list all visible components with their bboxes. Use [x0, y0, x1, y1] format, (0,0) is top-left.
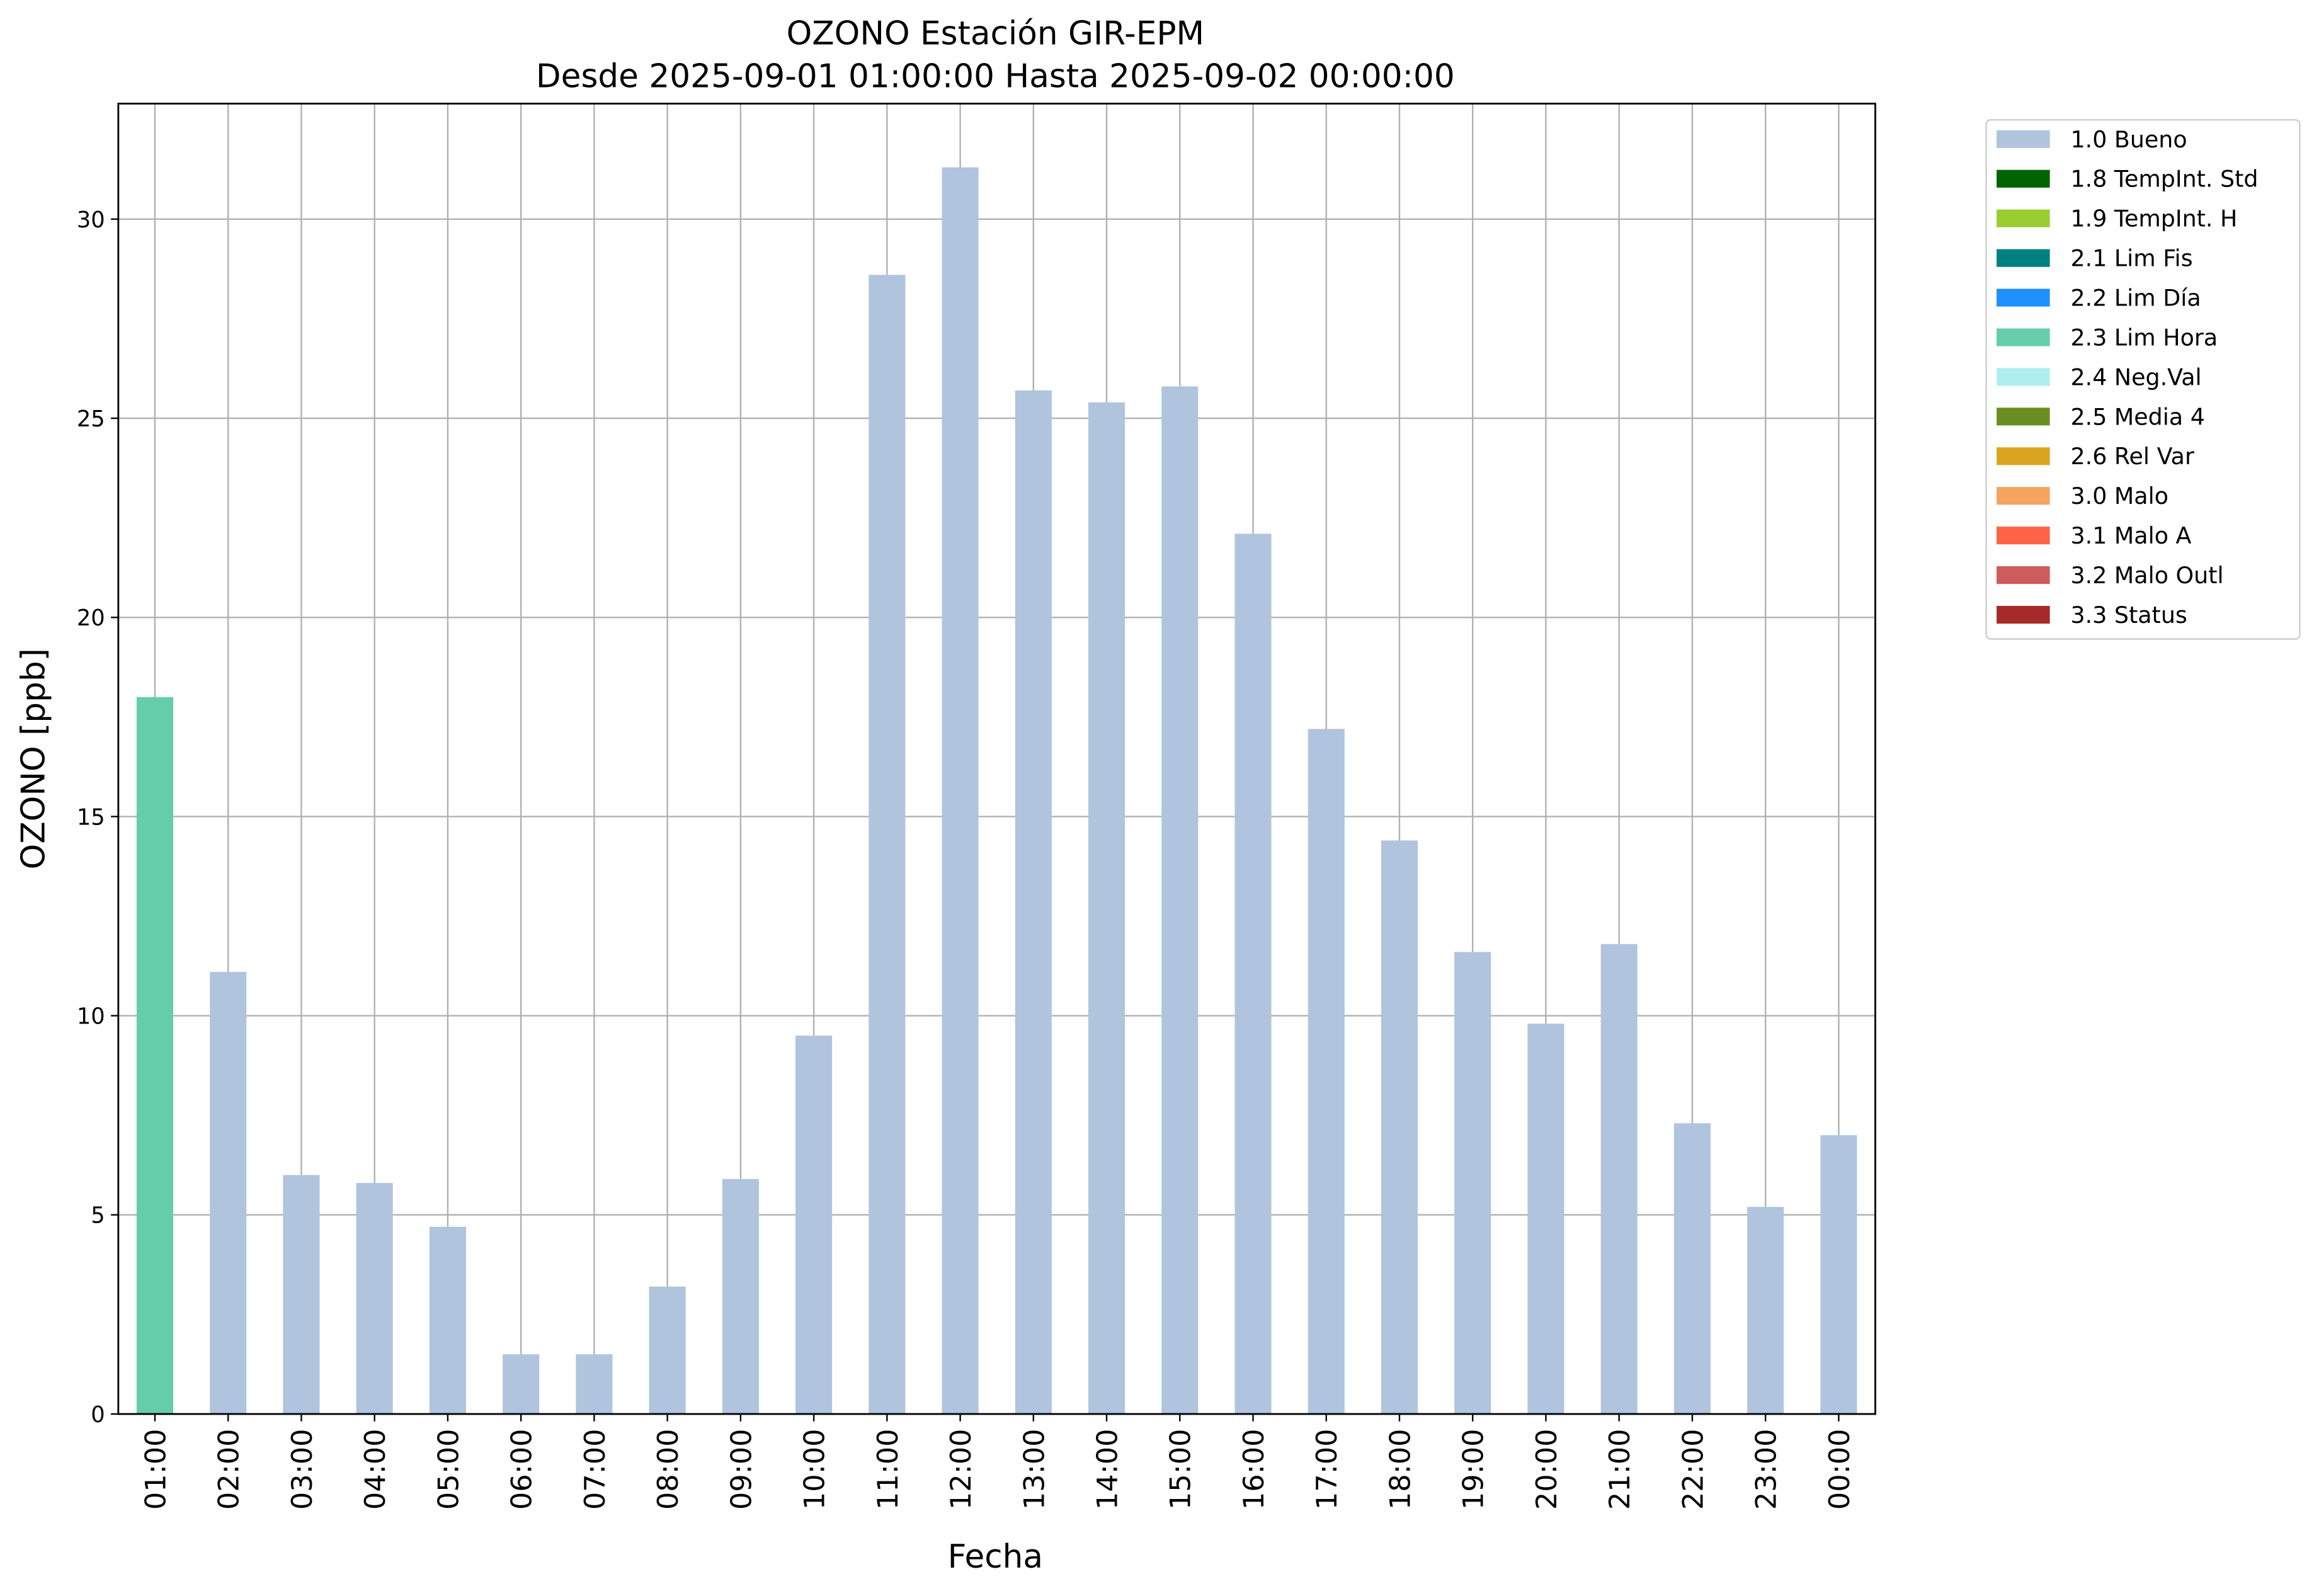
bar [429, 1226, 466, 1415]
legend-label: 1.0 Bueno [2071, 126, 2187, 153]
x-tick-label: 22:00 [1677, 1429, 1709, 1510]
x-axis-label: Fecha [948, 1538, 1043, 1576]
y-tick-label: 30 [77, 207, 105, 233]
bar [1527, 1023, 1564, 1415]
legend-swatch [1997, 328, 2050, 346]
y-tick-label: 0 [91, 1402, 105, 1428]
bar [1820, 1135, 1857, 1415]
bar [503, 1354, 540, 1415]
legend: 1.0 Bueno 1.8 TempInt. Std 1.9 TempInt. H 2… [1985, 119, 2301, 640]
legend-label: 1.9 TempInt. H [2071, 205, 2238, 232]
bar [1088, 402, 1125, 1415]
bar [1454, 952, 1491, 1415]
x-tick-label: 06:00 [506, 1429, 538, 1510]
legend-label: 3.3 Status [2071, 601, 2187, 629]
x-tick-label: 11:00 [872, 1429, 904, 1510]
legend-swatch [1997, 368, 2050, 386]
x-tick-label: 13:00 [1018, 1429, 1051, 1510]
legend-swatch [1997, 566, 2050, 584]
legend-swatch [1997, 408, 2050, 426]
bar [283, 1175, 320, 1415]
x-tick-label: 03:00 [286, 1429, 319, 1510]
axes-frame [117, 103, 1876, 1415]
legend-swatch [1997, 447, 2050, 465]
x-tick-label: 23:00 [1750, 1429, 1783, 1510]
y-axis-label: OZONO [ppb] [14, 648, 52, 869]
legend-swatch [1997, 605, 2050, 624]
y-tick-label: 25 [77, 406, 105, 432]
bar [1381, 840, 1418, 1415]
x-tick-label: 17:00 [1311, 1429, 1343, 1510]
y-tick-label: 10 [77, 1004, 105, 1030]
bar [210, 972, 247, 1415]
x-tick-label: 09:00 [725, 1429, 758, 1510]
bar [1747, 1207, 1784, 1415]
x-tick-label: 01:00 [139, 1429, 172, 1510]
legend-label: 3.0 Malo [2071, 482, 2168, 510]
legend-frame [1985, 119, 2301, 640]
legend-swatch [1997, 487, 2050, 505]
bar [1234, 533, 1272, 1415]
bar [136, 697, 174, 1415]
legend-swatch [1997, 209, 2050, 227]
bar [1161, 386, 1199, 1415]
legend-label: 1.8 TempInt. Std [2071, 166, 2259, 193]
bar [722, 1178, 759, 1415]
legend-swatch [1997, 130, 2050, 148]
legend-swatch [1997, 288, 2050, 307]
legend-label: 2.4 Neg.Val [2071, 363, 2202, 390]
x-tick-label: 00:00 [1823, 1429, 1856, 1510]
x-tick-label: 05:00 [432, 1429, 465, 1510]
bars [136, 167, 1857, 1415]
legend-swatch [1997, 169, 2050, 188]
chart-subtitle: Desde 2025-09-01 01:00:00 Hasta 2025-09-… [536, 58, 1455, 96]
bar [1600, 943, 1638, 1415]
y-tick-label: 15 [77, 804, 105, 830]
legend-label: 2.5 Media 4 [2071, 403, 2205, 430]
bar [649, 1286, 686, 1415]
x-tick-label: 21:00 [1604, 1429, 1636, 1510]
legend-label: 2.6 Rel Var [2071, 443, 2194, 470]
legend-label: 3.1 Malo A [2071, 522, 2192, 549]
x-tick-label: 14:00 [1091, 1429, 1124, 1510]
bar [869, 275, 906, 1415]
y-tick-label: 20 [77, 605, 105, 631]
x-tick-label: 16:00 [1238, 1429, 1270, 1510]
chart-title: OZONO Estación GIR-EPM [787, 15, 1204, 53]
x-tick-label: 18:00 [1384, 1429, 1416, 1510]
x-tick-label: 15:00 [1165, 1429, 1197, 1510]
legend-label: 3.2 Malo Outl [2071, 562, 2224, 589]
bar [942, 167, 979, 1415]
legend-swatch [1997, 249, 2050, 267]
x-tick-label: 20:00 [1530, 1429, 1563, 1510]
bar [1308, 729, 1345, 1415]
x-tick-label: 04:00 [359, 1429, 392, 1510]
bar [795, 1035, 833, 1415]
legend-label: 2.3 Lim Hora [2071, 324, 2218, 351]
x-tick-label: 12:00 [945, 1429, 977, 1510]
x-tick-label: 08:00 [652, 1429, 685, 1510]
x-tick-label: 02:00 [213, 1429, 246, 1510]
legend-swatch [1997, 527, 2050, 545]
y-tick-label: 5 [91, 1203, 105, 1229]
bar [576, 1354, 613, 1415]
bar [1673, 1123, 1711, 1415]
legend-label: 2.2 Lim Día [2071, 285, 2201, 312]
x-tick-label: 10:00 [799, 1429, 831, 1510]
x-tick-label: 07:00 [579, 1429, 612, 1510]
bar [356, 1183, 393, 1415]
x-tick-label: 19:00 [1457, 1429, 1490, 1510]
legend-label: 2.1 Lim Fis [2071, 245, 2193, 272]
bar [1015, 390, 1052, 1415]
ticks: 0 5 10 15 20 25 30 01:00 02:00 03:00 04:00 05:00 06:… [77, 207, 1856, 1510]
